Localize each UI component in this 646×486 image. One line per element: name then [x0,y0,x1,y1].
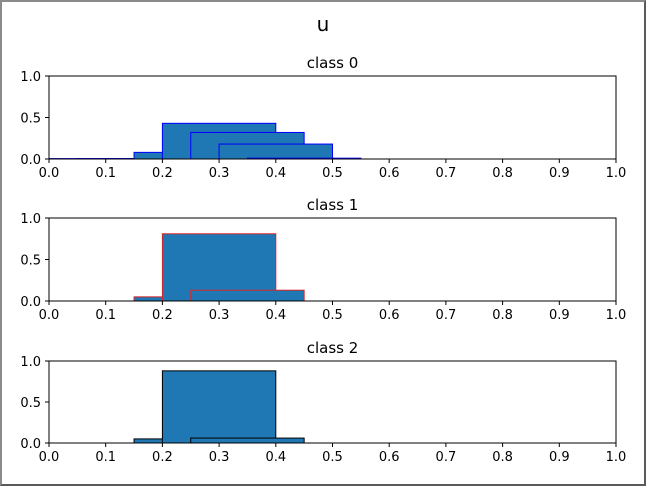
subplot-class-1: class 1 0.0 0.1 0.2 0.3 0.4 0.5 0.6 0.7 0.8 0.9 1.0… [20,196,626,323]
x-tick-label: 0.2 [152,450,173,465]
x-tick-label: 0.2 [152,166,173,181]
x-tick-label: 0.9 [549,166,570,181]
x-tick-label: 0.8 [492,166,513,181]
x-tick-label: 0.0 [39,450,60,465]
subplot-class-2: class 2 0.0 0.1 0.2 0.3 0.4 0.5 0.6 0.7 0.8 0.9 1.0… [20,339,626,465]
x-tick-label: 0.1 [95,308,116,323]
x-tick-label: 0.3 [209,166,230,181]
x-tick-label: 0.4 [265,450,286,465]
x-tick-label: 1.0 [606,450,627,465]
subplot-title: class 2 [307,339,359,357]
x-tick-label: 0.2 [152,308,173,323]
axes-frame [48,360,617,444]
y-tick-label: 0.0 [20,153,41,168]
histogram-bar [190,437,305,444]
x-tick-label: 0.9 [549,450,570,465]
y-tick-label: 0.5 [20,254,41,269]
y-tick-label: 0.5 [20,396,41,411]
x-tick-label: 0.3 [209,450,230,465]
x-tick-label: 0.8 [492,450,513,465]
x-tick-label: 0.8 [492,308,513,323]
x-tick-label: 0.5 [322,450,343,465]
x-tick-label: 0.6 [379,308,400,323]
x-tick-label: 0.7 [436,166,457,181]
x-tick-label: 0.3 [209,308,230,323]
subplot-class-0: class 0 0.0 0.1 0.2 0.3 0.4 0.5 0.6 0.7 0.8 0.9 1.0… [20,54,626,181]
x-tick-label: 0.4 [265,308,286,323]
y-tick-label: 0.5 [20,112,41,127]
x-tick-label: 0.0 [39,166,60,181]
y-tick-label: 0.0 [20,295,41,310]
x-tick-label: 0.1 [95,166,116,181]
y-tick-label: 1.0 [20,355,41,370]
y-tick-label: 1.0 [20,70,41,85]
x-tick-label: 0.4 [265,166,286,181]
x-tick-label: 1.0 [606,308,627,323]
x-tick-label: 0.5 [322,166,343,181]
axes-frame [48,217,617,302]
histogram-bar [218,143,334,160]
y-tick-label: 0.0 [20,437,41,452]
subplot-title: class 1 [307,196,359,214]
x-tick-label: 0.9 [549,308,570,323]
histogram-bar [190,289,305,302]
x-tick-label: 1.0 [606,166,627,181]
histogram-bar [161,370,277,444]
x-tick-label: 0.0 [39,308,60,323]
x-tick-label: 0.6 [379,450,400,465]
x-tick-label: 0.1 [95,450,116,465]
figure-title: u [317,12,330,36]
x-tick-label: 0.7 [436,450,457,465]
y-tick-label: 1.0 [20,212,41,227]
x-tick-label: 0.7 [436,308,457,323]
x-tick-label: 0.5 [322,308,343,323]
subplot-title: class 0 [307,54,359,72]
x-tick-label: 0.6 [379,166,400,181]
